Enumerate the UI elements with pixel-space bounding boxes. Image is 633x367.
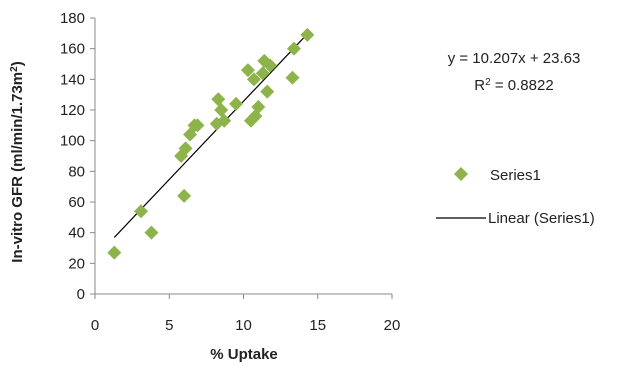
y-axis-ticks: 0 20 40 60 80 100 120 140 160 180 bbox=[60, 10, 95, 303]
trendline bbox=[113, 33, 308, 238]
x-tick-label: 10 bbox=[235, 317, 252, 334]
x-axis-ticks: 0 5 10 15 20 bbox=[91, 294, 401, 334]
data-point bbox=[300, 27, 315, 42]
x-tick-label: 15 bbox=[309, 317, 326, 334]
trendline-equation: y = 10.207x + 23.63 bbox=[448, 50, 581, 67]
y-axis-title: In-vitro GFR (ml/min/1.73m2) bbox=[9, 61, 27, 262]
y-tick-label: 0 bbox=[77, 286, 85, 303]
y-tick-label: 120 bbox=[60, 102, 85, 119]
data-point bbox=[229, 96, 244, 111]
data-point bbox=[263, 58, 278, 73]
legend-trendline-label: Linear (Series1) bbox=[488, 210, 595, 227]
r-squared-value: = 0.8822 bbox=[491, 77, 554, 94]
data-point bbox=[251, 99, 266, 114]
y-tick-label: 20 bbox=[68, 255, 85, 272]
data-point bbox=[107, 245, 122, 260]
r-squared-prefix: R bbox=[474, 77, 485, 94]
legend: Series1 Linear (Series1) bbox=[436, 167, 595, 227]
data-point bbox=[255, 66, 270, 81]
x-axis-title: % Uptake bbox=[210, 346, 278, 363]
legend-series-marker bbox=[454, 167, 468, 181]
data-point bbox=[217, 113, 232, 128]
data-point bbox=[214, 103, 229, 117]
data-point bbox=[286, 41, 301, 56]
r-squared-label: R2 = 0.8822 bbox=[474, 77, 553, 95]
y-tick-label: 60 bbox=[68, 194, 85, 211]
y-tick-label: 140 bbox=[60, 71, 85, 88]
y-axis-title-close: ) bbox=[9, 61, 26, 66]
data-point bbox=[144, 225, 159, 240]
data-point bbox=[190, 118, 205, 133]
data-point bbox=[246, 72, 261, 87]
data-point bbox=[240, 63, 255, 78]
x-tick-label: 5 bbox=[165, 317, 173, 334]
y-tick-label: 180 bbox=[60, 10, 85, 27]
y-tick-label: 40 bbox=[68, 225, 85, 242]
y-tick-label: 100 bbox=[60, 133, 85, 150]
data-point bbox=[260, 84, 275, 99]
y-tick-label: 80 bbox=[68, 163, 85, 180]
data-point bbox=[211, 92, 226, 107]
y-axis-title-main: In-vitro GFR (ml/min/1.73m bbox=[9, 72, 26, 263]
y-axis-title-sup: 2 bbox=[9, 66, 20, 72]
legend-series-label: Series1 bbox=[490, 167, 541, 184]
y-tick-label: 160 bbox=[60, 41, 85, 58]
r-squared-sup: 2 bbox=[485, 77, 491, 88]
data-point bbox=[177, 188, 192, 203]
data-point bbox=[134, 204, 149, 219]
x-tick-label: 20 bbox=[384, 317, 401, 334]
data-point bbox=[178, 141, 193, 156]
data-point bbox=[285, 70, 300, 85]
x-tick-label: 0 bbox=[91, 317, 99, 334]
data-points bbox=[107, 27, 315, 260]
